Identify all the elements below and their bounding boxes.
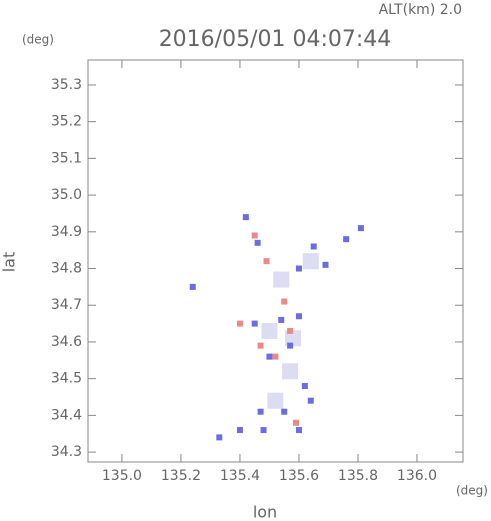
data-cell bbox=[343, 236, 350, 243]
data-cell bbox=[293, 419, 300, 426]
data-cell bbox=[295, 313, 302, 320]
y-tick-label: 34.9 bbox=[51, 224, 82, 240]
data-cell bbox=[263, 258, 270, 265]
data-cell bbox=[266, 353, 273, 360]
data-cell bbox=[189, 283, 196, 290]
data-cell bbox=[287, 327, 294, 334]
x-axis-label: lon bbox=[253, 503, 277, 521]
y-tick-label: 35.0 bbox=[51, 187, 82, 203]
y-axis-label: lat bbox=[0, 252, 19, 273]
y-tick-label: 35.2 bbox=[51, 114, 82, 130]
data-cell bbox=[357, 225, 364, 232]
plot-frame bbox=[87, 59, 464, 463]
data-cell bbox=[273, 271, 290, 288]
y-tick-label: 35.1 bbox=[51, 150, 82, 166]
data-cell bbox=[254, 239, 261, 246]
chart-subtitle: ALT(km) 2.0 bbox=[379, 2, 462, 18]
x-tick-label: 135.4 bbox=[220, 468, 260, 484]
x-tick-label: 135.8 bbox=[338, 468, 378, 484]
x-unit: (deg) bbox=[456, 484, 488, 498]
data-cell bbox=[251, 232, 258, 239]
data-cell bbox=[236, 427, 243, 434]
y-tick-label: 35.3 bbox=[51, 77, 82, 93]
data-cell bbox=[261, 322, 278, 339]
data-cell bbox=[242, 214, 249, 221]
data-cell bbox=[251, 320, 258, 327]
data-cell bbox=[301, 383, 308, 390]
y-tick-label: 34.4 bbox=[51, 407, 82, 423]
data-cell bbox=[272, 353, 279, 360]
data-cell bbox=[216, 434, 223, 441]
x-tick-label: 135.6 bbox=[279, 468, 319, 484]
data-cell bbox=[295, 265, 302, 272]
data-cell bbox=[295, 427, 302, 434]
y-tick-label: 34.6 bbox=[51, 334, 82, 350]
x-tick-label: 136.0 bbox=[397, 468, 437, 484]
y-tick-label: 34.5 bbox=[51, 371, 82, 387]
x-tick-label: 135.0 bbox=[102, 468, 142, 484]
data-cell bbox=[285, 330, 302, 347]
data-cell bbox=[302, 253, 319, 270]
x-tick-label: 135.2 bbox=[161, 468, 201, 484]
y-tick-label: 34.8 bbox=[51, 261, 82, 277]
data-cell bbox=[260, 427, 267, 434]
data-cell bbox=[236, 320, 243, 327]
data-cell bbox=[267, 392, 284, 409]
data-cell bbox=[278, 316, 285, 323]
y-tick-label: 34.7 bbox=[51, 297, 82, 313]
data-cell bbox=[310, 243, 317, 250]
data-cell bbox=[257, 342, 264, 349]
data-cell bbox=[322, 261, 329, 268]
chart-title: 2016/05/01 04:07:44 bbox=[159, 27, 392, 52]
data-cell bbox=[281, 408, 288, 415]
data-cell bbox=[281, 298, 288, 305]
data-cell bbox=[257, 408, 264, 415]
y-unit: (deg) bbox=[22, 33, 54, 47]
data-cell bbox=[282, 363, 299, 380]
y-tick-label: 34.3 bbox=[51, 444, 82, 460]
data-cell bbox=[287, 342, 294, 349]
data-cell bbox=[307, 397, 314, 404]
